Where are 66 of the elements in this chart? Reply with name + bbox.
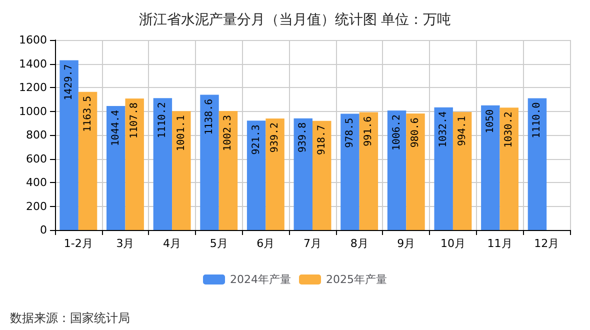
bar xyxy=(500,108,518,230)
bar xyxy=(406,114,425,230)
bar xyxy=(340,114,360,230)
source-note: 数据来源：国家统计局 xyxy=(10,311,130,325)
x-tick-label: 12月 xyxy=(534,237,560,250)
data-label: 994.1 xyxy=(456,116,468,146)
bar xyxy=(266,118,284,230)
data-label: 1030.2 xyxy=(504,112,515,148)
bar xyxy=(387,110,406,230)
x-tick-label: 8月 xyxy=(350,237,368,250)
data-label: 918.7 xyxy=(316,124,328,156)
bar xyxy=(528,98,547,230)
data-label: 1001.1 xyxy=(176,115,187,152)
x-tick-label: 10月 xyxy=(440,237,466,250)
bar xyxy=(218,110,238,230)
x-tick-label: 9月 xyxy=(397,237,416,250)
chart-title: 浙江省水泥产量分月（当月值）统计图 单位：万吨 xyxy=(138,12,452,28)
data-label: 1110.2 xyxy=(157,102,168,138)
y-tick-label: 600 xyxy=(26,152,47,166)
data-label: 1050 xyxy=(484,109,496,134)
bar xyxy=(153,98,172,230)
x-tick-label: 11月 xyxy=(487,237,512,250)
y-tick-label: 0 xyxy=(40,224,47,236)
bar xyxy=(78,92,98,230)
data-label: 980.6 xyxy=(410,118,421,148)
legend-label: 2024年产量 xyxy=(230,273,292,286)
data-label: 1002.3 xyxy=(222,114,234,152)
y-tick-label: 1600 xyxy=(19,34,47,46)
data-label: 1110.0 xyxy=(532,102,543,138)
data-label: 978.5 xyxy=(344,118,356,148)
bar xyxy=(452,112,472,230)
legend-label: 2025年产量 xyxy=(326,273,387,286)
data-label: 991.6 xyxy=(363,116,374,146)
bar xyxy=(106,106,126,230)
data-label: 1429.7 xyxy=(64,64,75,100)
bar xyxy=(359,112,378,230)
y-tick-label: 1200 xyxy=(19,81,47,94)
bar xyxy=(60,60,78,230)
y-tick-label: 800 xyxy=(26,128,47,142)
x-tick-label: 7月 xyxy=(304,237,322,250)
data-label: 1138.6 xyxy=(204,98,215,135)
bar xyxy=(125,98,144,230)
data-label: 1044.4 xyxy=(110,110,122,146)
data-label: 1163.5 xyxy=(82,96,94,132)
data-label: 921.3 xyxy=(250,124,262,155)
y-tick-label: 200 xyxy=(26,200,47,213)
y-tick-label: 1000 xyxy=(19,104,47,118)
x-tick-label: 3月 xyxy=(116,237,134,250)
bar xyxy=(172,111,191,230)
x-tick-label: 4月 xyxy=(163,237,182,250)
data-label: 939.8 xyxy=(298,122,309,153)
bar xyxy=(200,94,219,230)
data-label: 1107.8 xyxy=(129,102,140,139)
data-label: 1006.2 xyxy=(391,114,402,151)
x-tick-label: 1-2月 xyxy=(64,237,93,250)
x-tick-label: 6月 xyxy=(256,237,275,250)
x-tick-label: 5月 xyxy=(210,237,228,250)
bar xyxy=(481,105,500,230)
bar xyxy=(246,120,266,230)
bar xyxy=(434,107,453,230)
y-tick-label: 400 xyxy=(26,176,47,189)
data-label: 939.2 xyxy=(270,122,281,153)
data-label: 1032.4 xyxy=(438,111,450,148)
y-tick-label: 1400 xyxy=(19,57,47,70)
bar xyxy=(312,120,332,230)
bar xyxy=(294,118,312,230)
